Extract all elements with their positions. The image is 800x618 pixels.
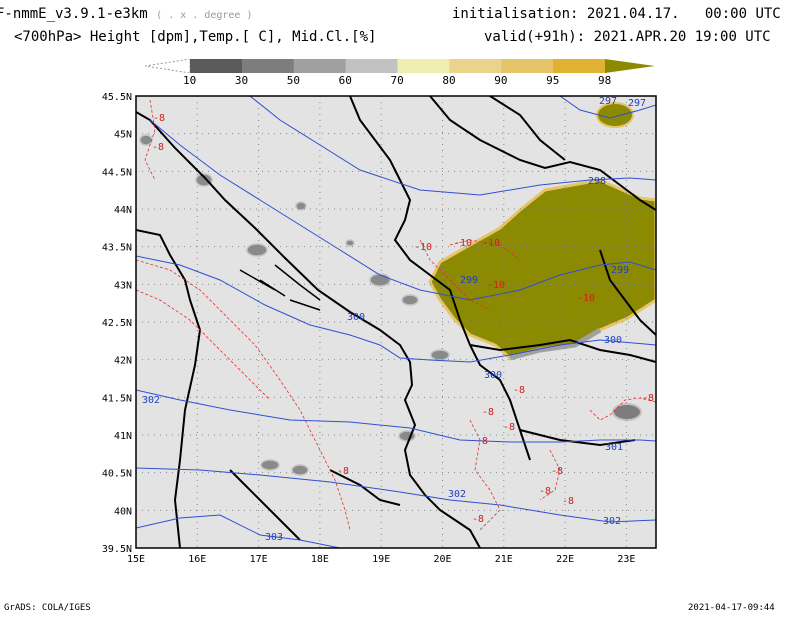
temp-label: -8 — [551, 466, 563, 477]
lat-label: 40N — [114, 506, 132, 517]
colorbar-label: 90 — [494, 74, 508, 87]
colorbar-label: 30 — [234, 74, 249, 87]
height-label: 298 — [588, 176, 606, 187]
temp-label: -8 — [503, 422, 515, 433]
temp-label: -8 — [152, 142, 164, 153]
height-label: 300 — [604, 335, 622, 346]
cloud-patch — [430, 349, 450, 361]
cloud-patch — [295, 201, 307, 211]
colorbar-label: 50 — [286, 74, 300, 87]
temp-label: -8 — [476, 436, 488, 447]
coastlines-borders — [136, 96, 656, 548]
lat-label: 42.5N — [102, 318, 132, 329]
temp-label: -10 — [482, 238, 500, 249]
height-label: 303 — [265, 532, 283, 543]
temp-label: -8 — [153, 113, 165, 124]
height-label: 302 — [448, 489, 466, 500]
subtitle: <700hPa> Height [dpm],Temp.[ C], Mid.Cl.… — [14, 29, 377, 45]
lat-label: 45N — [114, 130, 132, 141]
height-label: 299 — [460, 275, 478, 286]
lat-label: 41N — [114, 431, 132, 442]
footer-timestamp: 2021-04-17-09:44 — [688, 603, 775, 613]
colorbar-cell — [190, 59, 243, 73]
temp-label: -8 — [472, 514, 484, 525]
colorbar-label: 10 — [183, 74, 197, 87]
cloud-patch — [612, 403, 642, 421]
lat-label: 44.5N — [102, 167, 132, 178]
temp-label: -8 — [642, 393, 654, 404]
colorbar-label: 98 — [598, 74, 612, 87]
lon-label: 21E — [495, 554, 513, 565]
lon-label: 18E — [311, 554, 329, 565]
cloud-patch — [195, 173, 213, 187]
cloud-patch — [401, 294, 419, 306]
lat-label: 43N — [114, 280, 132, 291]
temp-label: -10 — [454, 238, 472, 249]
footer-credit: GrADS: COLA/IGES — [4, 603, 91, 613]
height-contours — [136, 96, 656, 548]
temp-label: -8 — [562, 496, 574, 507]
colorbar-cell — [501, 59, 554, 73]
colorbar-cell — [449, 59, 502, 73]
colorbar-label: 70 — [390, 74, 404, 87]
lon-label: 23E — [617, 554, 635, 565]
colorbar-cell — [241, 59, 295, 73]
lat-label: 40.5N — [102, 469, 132, 480]
lat-label: 41.5N — [102, 393, 132, 404]
height-label: 302 — [603, 516, 621, 527]
temp-label: -8 — [482, 407, 494, 418]
colorbar-cell — [553, 59, 606, 73]
colorbar-cell — [397, 59, 450, 73]
temp-label: -8 — [513, 385, 525, 396]
islands — [239, 264, 321, 311]
colorbar-high-arrow — [605, 59, 655, 73]
temp-label: -10 — [487, 280, 505, 291]
colorbar-label: 60 — [338, 74, 352, 87]
height-label: 302 — [142, 395, 160, 406]
temperature-contours — [136, 99, 656, 531]
height-label: 299 — [611, 265, 629, 276]
cloud-patch — [369, 273, 391, 287]
lon-label: 20E — [433, 554, 451, 565]
map-frame — [135, 95, 657, 549]
model-title: F-nmmE_v3.9.1-e3km ( . x . degree ) — [0, 6, 253, 22]
temp-label: -8 — [337, 466, 349, 477]
valid-time: valid(+91h): 2021.APR.20 19:00 UTC — [484, 29, 771, 45]
temp-label: -10 — [577, 293, 595, 304]
init-time: initialisation: 2021.04.17. 00:00 UTC — [452, 6, 781, 22]
cloud-patch — [260, 459, 280, 471]
colorbar-label: 80 — [442, 74, 456, 87]
lat-label: 45.5N — [102, 92, 132, 103]
lon-label: 17E — [250, 554, 268, 565]
colorbar-cell — [345, 59, 398, 73]
temp-label: -8 — [539, 486, 551, 497]
colorbar-label: 95 — [546, 74, 560, 87]
lon-label: 19E — [372, 554, 390, 565]
cloud-patch — [291, 464, 309, 476]
height-label: 301 — [605, 442, 623, 453]
mid-cloud-area — [428, 178, 656, 360]
height-label: 300 — [484, 370, 502, 381]
lon-label: 15E — [127, 554, 145, 565]
colorbar — [145, 59, 655, 73]
lon-label: 22E — [556, 554, 574, 565]
cloud-patch — [139, 134, 153, 146]
lat-label: 42N — [114, 356, 132, 367]
lat-label: 44N — [114, 205, 132, 216]
lon-label: 16E — [188, 554, 206, 565]
lat-label: 39.5N — [102, 544, 132, 555]
cloud-patch — [345, 239, 355, 247]
mid-cloud-edge — [509, 327, 602, 361]
cloud-patch — [246, 243, 268, 257]
height-label: 300 — [347, 312, 365, 323]
colorbar-cell — [293, 59, 347, 73]
height-label: 297 — [628, 98, 646, 109]
lat-label: 43.5N — [102, 243, 132, 254]
temp-label: -10 — [414, 242, 432, 253]
height-label: 297 — [599, 96, 617, 107]
